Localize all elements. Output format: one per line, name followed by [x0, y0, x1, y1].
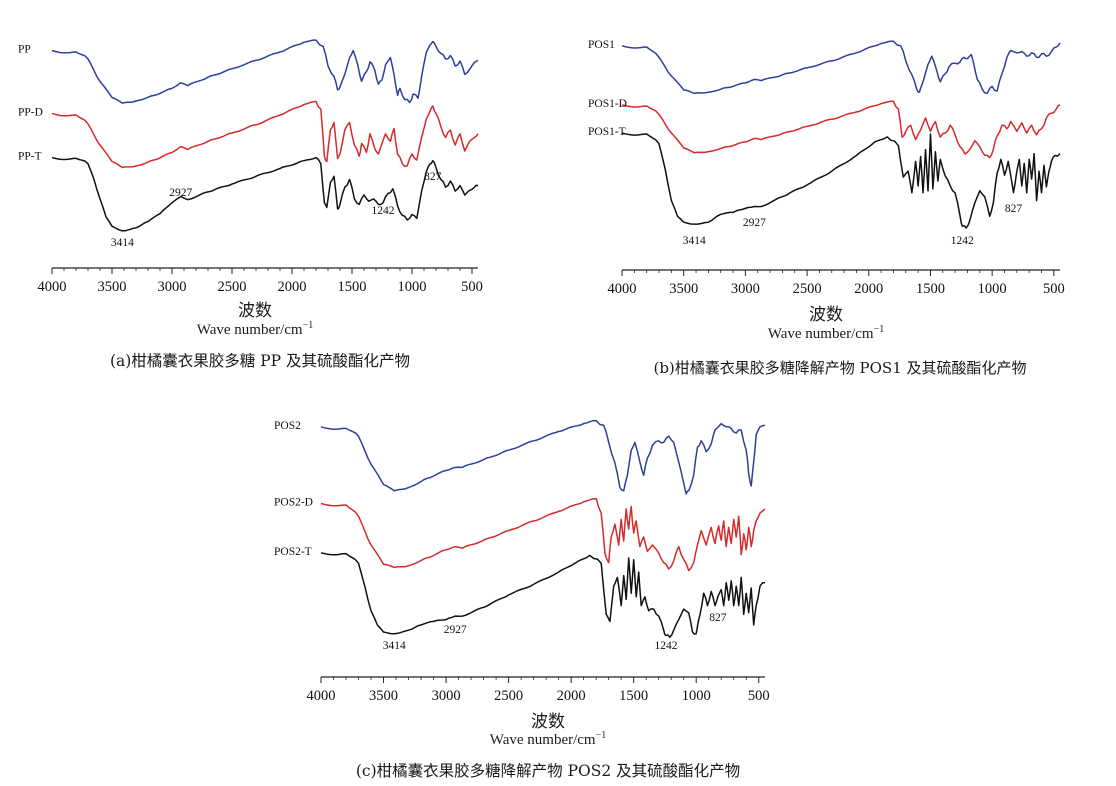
annotation-2927: 2927: [444, 624, 467, 636]
series-label-PP: PP: [18, 44, 31, 56]
x-tick-label-1500: 1500: [916, 281, 945, 297]
series-label-POS2-D: POS2-D: [274, 496, 313, 508]
chart-b-xlabel-en: Wave number/cm−1: [767, 324, 885, 342]
series-line-POS2-D: [320, 497, 766, 572]
chart-a-xlabel-en: Wave number/cm−1: [196, 320, 314, 338]
x-tick-label-3500: 3500: [369, 688, 398, 704]
series-label-POS2-T: POS2-T: [274, 546, 312, 558]
series-label-POS1: POS1: [588, 39, 615, 51]
annotation-1242: 1242: [951, 235, 974, 247]
series-label-POS2: POS2: [274, 420, 301, 432]
chart-b-plot: 4000 3500 3000 2500 2000 1500 1000 500 POS1 POS1-…: [588, 39, 1065, 297]
x-tick-label-1000: 1000: [978, 281, 1007, 297]
chart-a-caption: (a)柑橘囊衣果胶多糖 PP 及其硫酸酯化产物: [109, 352, 411, 370]
chart-c-xlabel-cn: 波数: [531, 712, 565, 732]
annotation-3414: 3414: [683, 235, 706, 247]
x-tick-label-3000: 3000: [432, 688, 461, 704]
annotation-2927: 2927: [743, 217, 766, 229]
x-tick-label-3500: 3500: [98, 279, 127, 295]
chart-panel-c: 4000 3500 3000 2500 2000 1500 1000 500 POS2 POS2-…: [268, 405, 828, 786]
x-tick-label-2500: 2500: [218, 279, 247, 295]
series-label-POS1-T: POS1-T: [588, 126, 626, 138]
chart-b-caption: (b)柑橘囊衣果胶多糖降解产物 POS1 及其硫酸酯化产物: [653, 359, 1027, 377]
x-tick-label-500: 500: [1043, 281, 1065, 297]
x-tick-label-1500: 1500: [619, 688, 648, 704]
chart-panel-b: 4000 3500 3000 2500 2000 1500 1000 500 POS1 POS1-…: [566, 0, 1116, 390]
series-line-POS1-D: [621, 100, 1061, 159]
chart-a-xlabel-cn: 波数: [238, 301, 272, 321]
series-line-POS2: [320, 419, 766, 495]
series-line-POS1-T: [621, 132, 1061, 229]
chart-c-xlabel-en: Wave number/cm−1: [489, 730, 607, 748]
x-tick-label-2000: 2000: [854, 281, 883, 297]
x-tick-label-3000: 3000: [158, 279, 187, 295]
annotation-1242: 1242: [654, 640, 677, 652]
annotation-2927: 2927: [169, 187, 192, 199]
x-tick-label-500: 500: [461, 279, 483, 295]
series-line-POS1: [621, 40, 1061, 95]
x-tick-label-3000: 3000: [731, 281, 760, 297]
x-tick-label-1000: 1000: [398, 279, 427, 295]
x-tick-label-2500: 2500: [793, 281, 822, 297]
series-line-PP-T: [51, 156, 479, 232]
annotation-827: 827: [1005, 203, 1023, 215]
annotation-3414: 3414: [111, 237, 134, 249]
x-tick-label-4000: 4000: [307, 688, 336, 704]
x-tick-label-4000: 4000: [38, 279, 67, 295]
annotation-827: 827: [424, 171, 442, 183]
x-tick-label-500: 500: [748, 688, 770, 704]
annotation-827: 827: [709, 612, 727, 624]
series-line-PP: [51, 39, 479, 104]
x-tick-label-4000: 4000: [608, 281, 637, 297]
x-tick-label-2000: 2000: [557, 688, 586, 704]
annotation-3414: 3414: [383, 640, 406, 652]
chart-a-plot: 4000 3500 3000 2500 2000 1500 1000 500 PP PP-D PP-…: [18, 39, 483, 295]
annotation-1242: 1242: [371, 205, 394, 217]
x-tick-label-3500: 3500: [669, 281, 698, 297]
chart-b-xlabel-cn: 波数: [809, 305, 843, 325]
series-label-PP-D: PP-D: [18, 107, 43, 119]
chart-c-plot: 4000 3500 3000 2500 2000 1500 1000 500 POS2 POS2-…: [274, 419, 770, 704]
x-tick-label-2000: 2000: [278, 279, 307, 295]
series-label-PP-T: PP-T: [18, 151, 42, 163]
x-tick-label-1000: 1000: [682, 688, 711, 704]
series-label-POS1-D: POS1-D: [588, 98, 627, 110]
series-line-PP-D: [51, 100, 479, 169]
chart-c-caption: (c)柑橘囊衣果胶多糖降解产物 POS2 及其硫酸酯化产物: [355, 762, 741, 780]
x-tick-label-2500: 2500: [494, 688, 523, 704]
x-tick-label-1500: 1500: [338, 279, 367, 295]
series-line-POS2-T: [320, 552, 766, 638]
chart-panel-a: 4000 3500 3000 2500 2000 1500 1000 500 PP PP-D PP-…: [0, 0, 560, 390]
